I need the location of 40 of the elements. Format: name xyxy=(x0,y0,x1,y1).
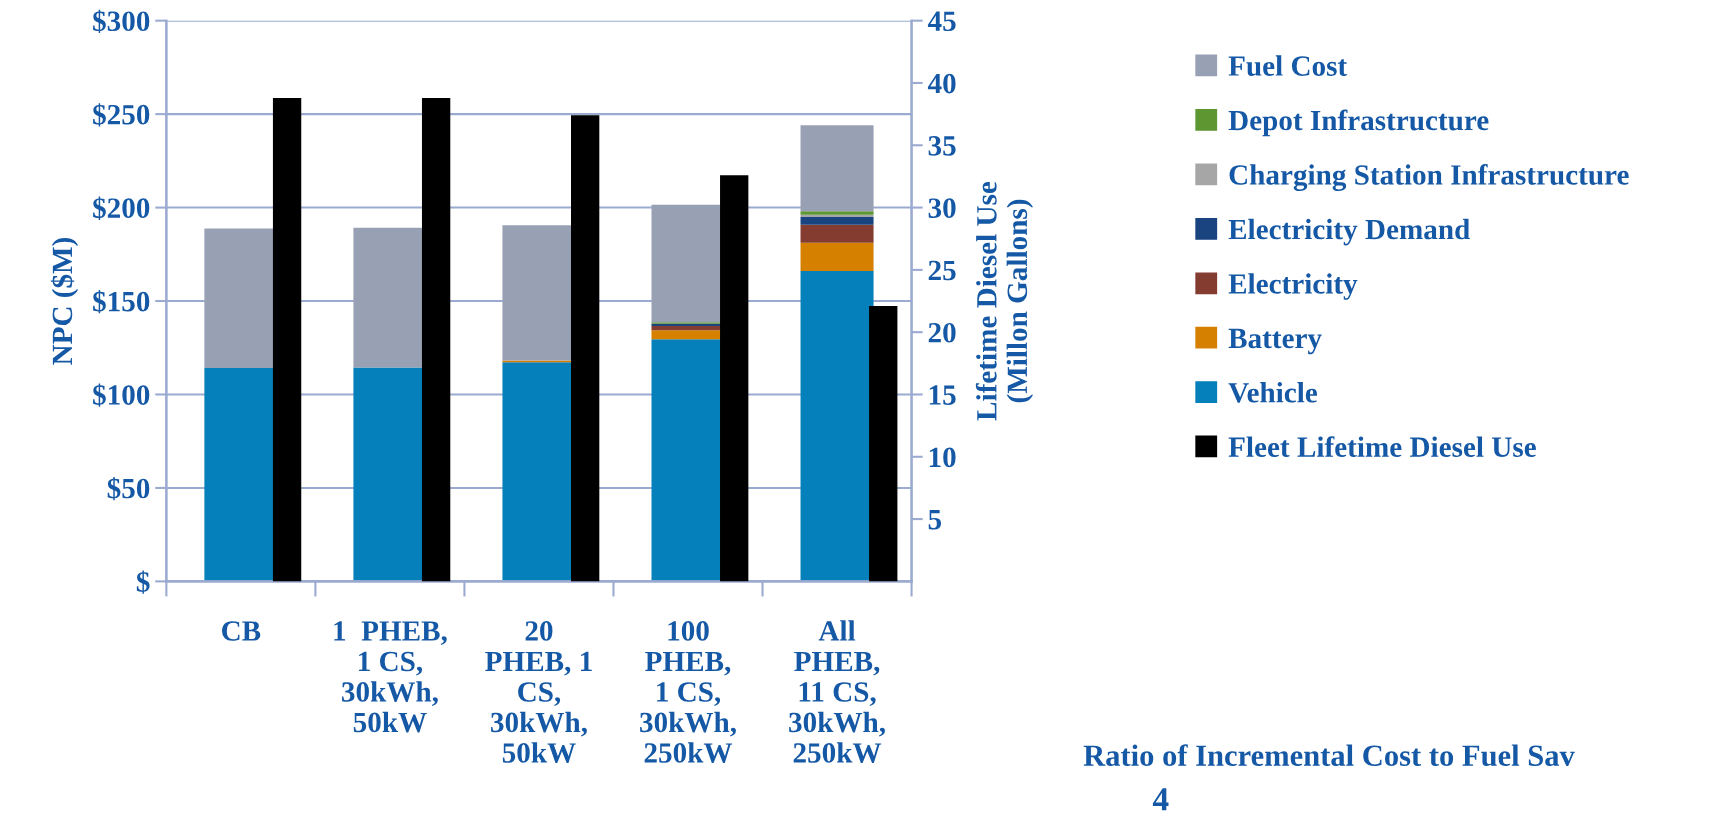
legend-label: Fuel Cost xyxy=(1228,55,1348,76)
text: 4 xyxy=(1152,788,1169,811)
y-tick-label: $300 xyxy=(93,9,150,34)
bar xyxy=(800,125,874,212)
x-tick-label: 20 PHEB, 1 CS, 30kWh, 50kW xyxy=(485,621,592,763)
legend-label: Electricity xyxy=(1228,273,1358,300)
bar xyxy=(800,242,874,272)
y-tick-label: $100 xyxy=(93,383,150,407)
x-tick-label: 100 PHEB, 1 CS, 30kWh, 250kW xyxy=(640,621,736,763)
x-tick-label: All PHEB, 11 CS, 30kWh, 250kW xyxy=(789,620,885,763)
legend-label: Vehicle xyxy=(1228,382,1318,403)
y2-tick-label: 25 xyxy=(928,260,956,281)
y-tick-label: $150 xyxy=(93,290,150,314)
y2-tick-label: 45 xyxy=(927,11,956,32)
y-tick-label: $250 xyxy=(93,103,150,127)
bar xyxy=(272,97,302,582)
y2-tick-label: 35 xyxy=(928,136,956,156)
legend-label: Depot Infrastructure xyxy=(1228,109,1489,137)
y2-tick-label: 15 xyxy=(929,385,956,405)
y2-axis-title: Lifetime Diesel Use (Millon Gallons) xyxy=(975,181,1034,421)
y-tick-label: $200 xyxy=(93,196,150,220)
legend-label: Electricity Demand xyxy=(1228,218,1470,246)
legend-label: Battery xyxy=(1228,328,1322,355)
bar xyxy=(421,97,451,582)
bar xyxy=(571,115,600,582)
y2-tick-label: 30 xyxy=(928,198,956,218)
legend-label: Fleet Lifetime Diesel Use xyxy=(1228,436,1536,457)
y2-tick-label: 10 xyxy=(929,447,956,468)
text: Ratio of Incremental Cost to Fuel Sav xyxy=(1083,744,1575,767)
y2-tick-label: 20 xyxy=(928,322,956,343)
y-tick-label: $ xyxy=(136,570,150,594)
x-tick-label: 1 PHEB, 1 CS, 30kWh, 50kW xyxy=(334,621,447,733)
x-tick-label: CB xyxy=(222,621,261,641)
y2-tick-label: 5 xyxy=(928,510,942,530)
y2-tick-label: 40 xyxy=(927,73,956,94)
bar xyxy=(800,224,874,243)
y-tick-label: $50 xyxy=(107,476,150,501)
bar xyxy=(800,217,874,225)
legend-label: Charging Station Infrastructure xyxy=(1229,163,1629,191)
y-axis-title: NPC ($M) xyxy=(50,237,79,365)
